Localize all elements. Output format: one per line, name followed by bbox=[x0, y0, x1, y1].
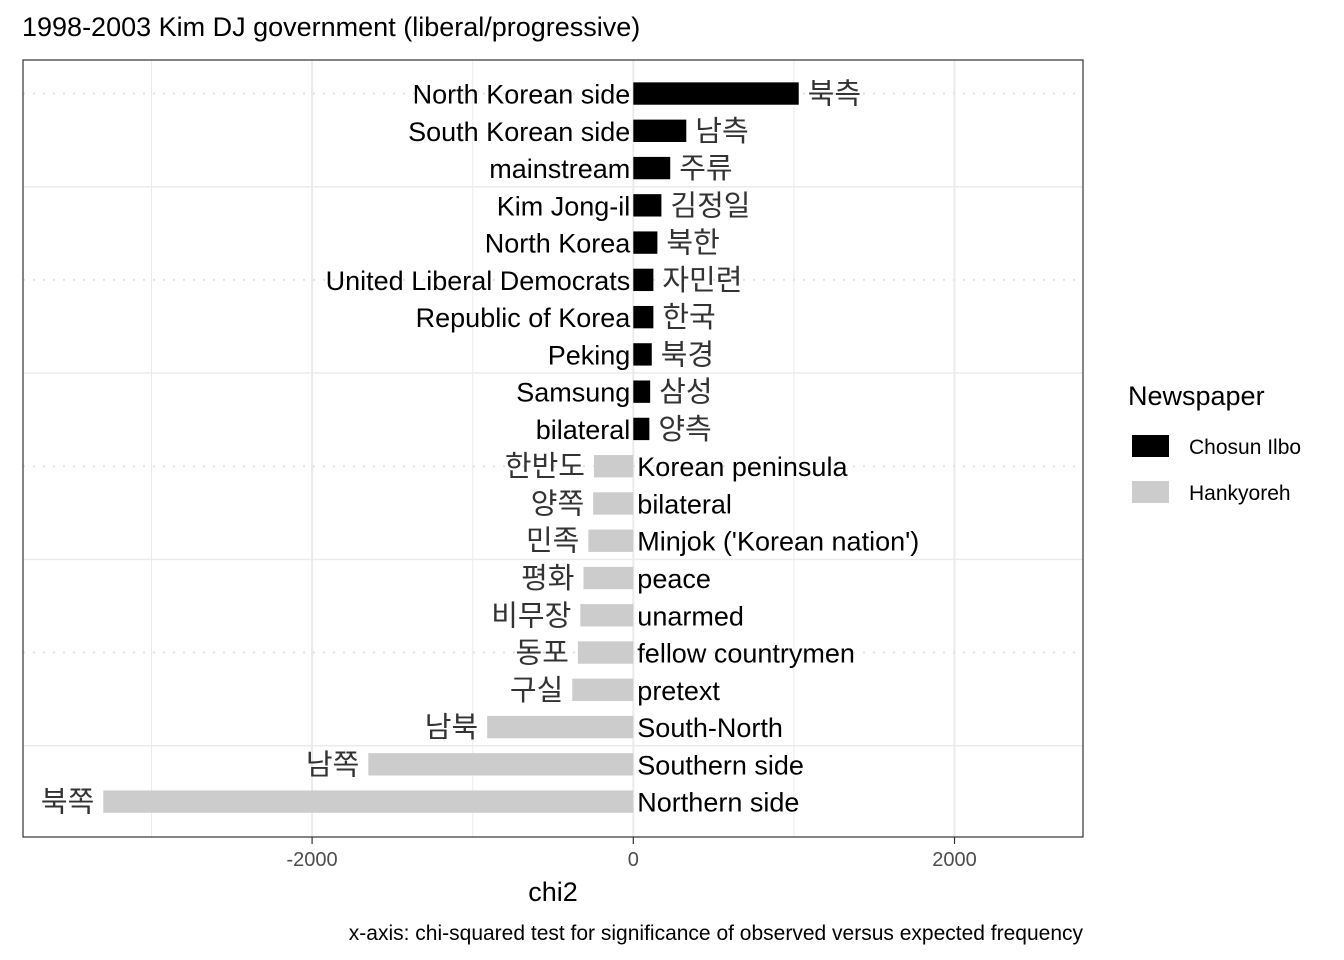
x-axis: -2000 0 2000 bbox=[287, 837, 977, 871]
bar-english-label: South-North bbox=[637, 713, 783, 743]
bar-hankyoreh-15 bbox=[577, 641, 634, 664]
bar-korean-label: 평화 bbox=[521, 561, 574, 595]
bar-series bbox=[103, 82, 799, 813]
bar-chosun-8 bbox=[633, 380, 651, 403]
bar-english-label: Republic of Korea bbox=[416, 303, 632, 333]
bar-english-label: mainstream bbox=[489, 154, 630, 184]
bar-chosun-1 bbox=[633, 119, 687, 142]
bar-korean-label: 자민련 bbox=[662, 263, 742, 297]
bar-english-label: Peking bbox=[548, 340, 631, 370]
panel-background bbox=[23, 60, 1083, 837]
bar-korean-label: 남쪽 bbox=[306, 747, 359, 781]
bar-english-label: Minjok ('Korean nation') bbox=[637, 527, 919, 557]
x-tick-label: 0 bbox=[628, 849, 639, 871]
bar-english-label: bilateral bbox=[536, 415, 631, 445]
bar-korean-label: 주류 bbox=[679, 151, 732, 185]
bar-hankyoreh-13 bbox=[583, 566, 634, 590]
bar-chosun-6 bbox=[633, 305, 654, 329]
bar-korean-label: 한반도 bbox=[505, 449, 585, 483]
panel-border bbox=[22, 59, 1084, 838]
bar-korean-label: 북경 bbox=[661, 337, 714, 371]
bar-korean-label: 구실 bbox=[510, 673, 563, 707]
bar-korean-label: 남측 bbox=[695, 114, 748, 148]
bar-english-label: pretext bbox=[637, 676, 720, 706]
legend-key-0 bbox=[1132, 435, 1169, 457]
bar-english-label: United Liberal Democrats bbox=[326, 266, 631, 296]
bar-english-label: unarmed bbox=[637, 601, 744, 631]
legend-title: Newspaper bbox=[1128, 381, 1265, 411]
bar-english-label: fellow countrymen bbox=[637, 639, 855, 669]
bar-korean-label: 동포 bbox=[516, 636, 569, 670]
bar-english-label: Northern side bbox=[637, 788, 799, 818]
bar-korean-label: 북쪽 bbox=[41, 785, 94, 819]
bar-hankyoreh-17 bbox=[487, 715, 634, 739]
bar-english-label: Southern side bbox=[637, 750, 804, 780]
bar-korean-label: 비무장 bbox=[491, 598, 571, 632]
x-axis-label: chi2 bbox=[528, 877, 578, 907]
bar-korean-label: 북한 bbox=[666, 226, 719, 260]
chart-caption: x-axis: chi-squared test for significanc… bbox=[349, 922, 1084, 945]
bar-english-label: Samsung bbox=[516, 378, 630, 408]
bar-korean-label: 한국 bbox=[662, 300, 715, 334]
bar-hankyoreh-19 bbox=[103, 790, 634, 813]
bar-hankyoreh-11 bbox=[593, 492, 634, 515]
bar-hankyoreh-12 bbox=[588, 529, 634, 552]
legend-label: Hankyoreh bbox=[1189, 482, 1291, 505]
legend-label: Chosun Ilbo bbox=[1189, 436, 1301, 459]
bar-chosun-0 bbox=[633, 82, 799, 105]
bar-hankyoreh-10 bbox=[593, 455, 634, 478]
x-tick-label: 2000 bbox=[932, 849, 977, 871]
bar-english-label: North Korea bbox=[485, 229, 632, 259]
bar-hankyoreh-14 bbox=[580, 604, 634, 627]
bar-english-label: North Korean side bbox=[413, 80, 631, 110]
bar-korean-label: 양쪽 bbox=[531, 486, 584, 520]
bar-english-label: peace bbox=[637, 564, 711, 594]
bar-korean-label: 민족 bbox=[526, 524, 579, 558]
bar-korean-label: 북측 bbox=[808, 77, 861, 111]
bar-chosun-7 bbox=[633, 343, 652, 366]
bar-english-label: Korean peninsula bbox=[637, 452, 848, 482]
bar-hankyoreh-18 bbox=[368, 753, 634, 776]
bar-chosun-9 bbox=[633, 417, 650, 441]
bar-chosun-4 bbox=[633, 231, 658, 254]
bar-english-label: Kim Jong-il bbox=[497, 191, 631, 221]
panel-grid bbox=[23, 60, 1083, 837]
bar-chosun-3 bbox=[633, 194, 662, 217]
bar-korean-label: 남북 bbox=[425, 710, 478, 744]
bar-korean-label: 양측 bbox=[658, 412, 711, 446]
bar-chosun-5 bbox=[633, 268, 654, 292]
bar-hankyoreh-16 bbox=[572, 678, 634, 701]
bar-korean-label: 김정일 bbox=[670, 188, 750, 222]
legend-key-1 bbox=[1132, 481, 1169, 503]
bar-chosun-2 bbox=[633, 156, 671, 180]
bar-labels: North Korean side 북측 South Korean side 남측 ma… bbox=[41, 77, 919, 819]
bar-english-label: South Korean side bbox=[408, 117, 630, 147]
legend: Newspaper Chosun Ilbo Hankyoreh bbox=[1128, 381, 1301, 505]
bar-korean-label: 삼성 bbox=[659, 375, 712, 409]
chart-title: 1998-2003 Kim DJ government (liberal/pro… bbox=[22, 12, 640, 42]
x-tick-label: -2000 bbox=[287, 849, 338, 871]
bar-english-label: bilateral bbox=[637, 489, 732, 519]
